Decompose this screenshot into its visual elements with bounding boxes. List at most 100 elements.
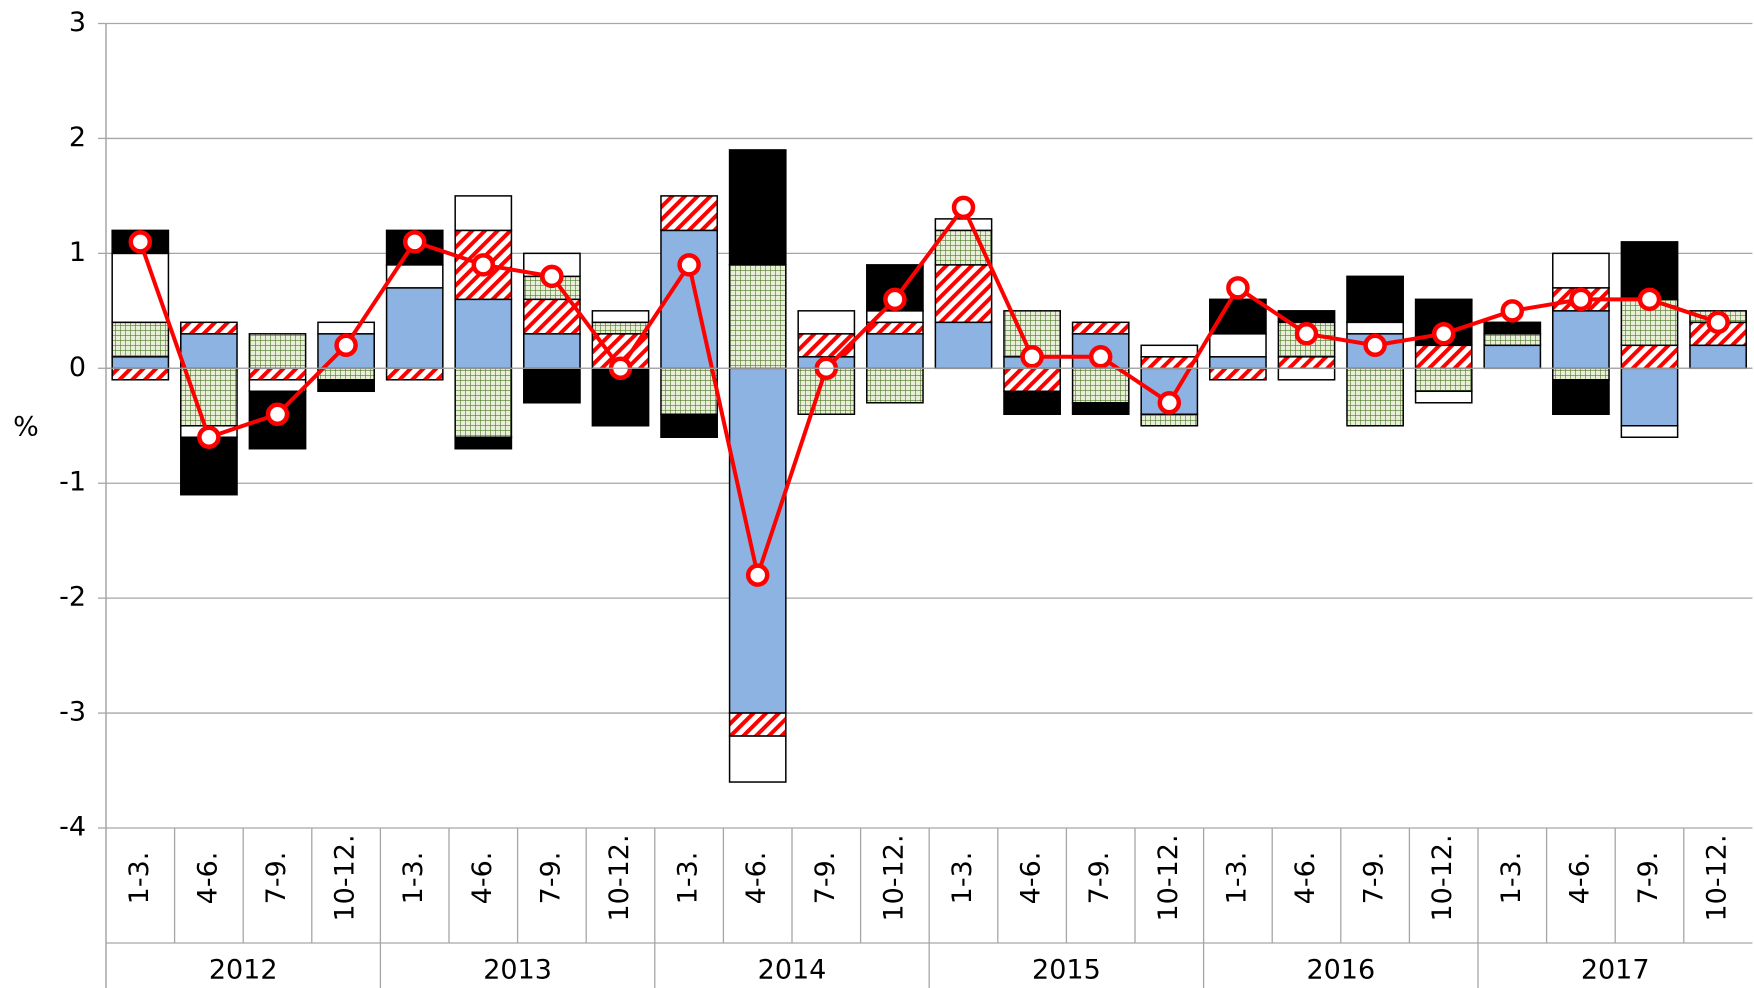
y-tick-label: 2 <box>69 122 86 153</box>
bar-segment <box>591 310 650 324</box>
bar-segment <box>934 321 993 370</box>
line-marker <box>951 195 976 220</box>
bar-segment <box>1277 356 1336 370</box>
line-marker <box>745 563 770 587</box>
x-tick-label: 4‐6. <box>1290 852 1321 905</box>
bar-segment <box>1483 333 1542 347</box>
group-label: 2017 <box>1581 955 1650 986</box>
bar-segment <box>454 367 513 438</box>
group-label: 2013 <box>483 955 552 986</box>
group-label: 2016 <box>1306 955 1375 986</box>
x-tick-label: 10‐12. <box>330 834 361 921</box>
line-marker <box>1637 287 1662 312</box>
x-tick-label: 7‐9. <box>535 852 566 905</box>
bar-segment <box>385 367 444 381</box>
bar-segment <box>248 333 307 370</box>
bar-segment <box>1620 367 1679 427</box>
line-marker <box>883 287 907 312</box>
bar-segment <box>1209 333 1267 358</box>
bar-segment <box>1552 367 1610 381</box>
bar-segment <box>523 367 581 404</box>
bar-segment <box>1552 252 1610 289</box>
bar-segment <box>1071 321 1130 335</box>
line-marker <box>1431 322 1456 346</box>
bar-segment <box>1483 321 1542 335</box>
bar-segment <box>1414 344 1473 370</box>
line-marker <box>1020 345 1044 369</box>
x-tick-label: 4‐6. <box>1016 852 1047 905</box>
line-marker <box>1226 276 1250 300</box>
x-tick-label: 10‐12. <box>604 834 635 921</box>
line-marker <box>540 264 564 289</box>
x-tick-label: 10‐12. <box>1427 834 1458 921</box>
group-label: 2012 <box>209 955 278 986</box>
line-marker <box>1569 287 1593 312</box>
bar-segment <box>1071 402 1130 416</box>
line-marker <box>1500 299 1525 323</box>
y-tick-label: -4 <box>59 812 86 843</box>
line-marker <box>1294 322 1319 346</box>
bar-segment <box>1346 321 1404 335</box>
x-tick-label: 7‐9. <box>1084 852 1115 905</box>
x-tick-label: 4‐6. <box>192 852 223 905</box>
bar-segment <box>111 367 170 381</box>
line-marker <box>334 333 358 358</box>
bar-segment <box>1003 367 1061 393</box>
line-marker <box>265 402 290 427</box>
bar-segment <box>1346 275 1404 324</box>
line-marker <box>1088 345 1113 369</box>
x-tick-label: 4‐6. <box>741 852 772 905</box>
x-tick-label: 1‐3. <box>398 852 429 905</box>
group-label: 2015 <box>1032 955 1101 986</box>
bar-segment <box>111 252 170 324</box>
x-tick-label: 1‐3. <box>1221 852 1252 905</box>
x-tick-label: 7‐9. <box>810 852 841 905</box>
bar-segment <box>1003 390 1061 416</box>
y-tick-label: 1 <box>69 237 86 268</box>
bar-segment <box>523 333 581 370</box>
line <box>138 203 1719 583</box>
bar-segment <box>1483 344 1542 370</box>
line-marker <box>197 425 221 449</box>
x-tick-label: 7‐9. <box>261 852 292 905</box>
x-tick-label: 1‐3. <box>124 852 155 905</box>
line-marker <box>1363 333 1387 358</box>
bar-segment <box>385 287 444 370</box>
bar-segment <box>728 149 787 266</box>
y-tick-label: 0 <box>69 352 86 383</box>
x-tick-label: 7‐9. <box>1633 852 1664 905</box>
bar-segment <box>1209 356 1267 370</box>
bar-segment <box>797 310 856 335</box>
bar-segment <box>111 321 170 358</box>
bar-segment <box>660 413 718 438</box>
bar-segment <box>1140 413 1199 427</box>
bar-segment <box>1071 367 1130 404</box>
bar-segment <box>454 436 513 450</box>
bar-segment <box>1689 344 1747 370</box>
line-marker <box>677 253 701 277</box>
bar-segment <box>111 356 170 370</box>
bar-segment <box>180 321 238 335</box>
bar-segment <box>660 195 718 232</box>
x-tick-label: 1‐3. <box>1496 852 1527 905</box>
bar-segment <box>728 735 787 783</box>
bar-segment <box>1209 367 1267 381</box>
bar-segment <box>1620 344 1679 370</box>
x-tick-label: 10‐12. <box>878 834 909 921</box>
bar-segment <box>728 712 787 737</box>
bar-segment <box>1552 379 1610 416</box>
bar-segment <box>797 333 856 358</box>
bar-segment <box>591 321 650 335</box>
line-marker <box>1706 310 1730 335</box>
y-tick-label: -2 <box>59 582 86 613</box>
bar-segment <box>1414 367 1473 393</box>
bar-segment <box>248 379 307 393</box>
bar-segment <box>1209 298 1267 335</box>
y-tick-label: -3 <box>59 697 86 728</box>
bar-segment <box>454 298 513 370</box>
bar-segment <box>317 321 375 335</box>
y-axis-label: % <box>13 412 39 443</box>
x-tick-label: 4‐6. <box>1564 852 1595 905</box>
line-marker <box>1157 391 1182 415</box>
